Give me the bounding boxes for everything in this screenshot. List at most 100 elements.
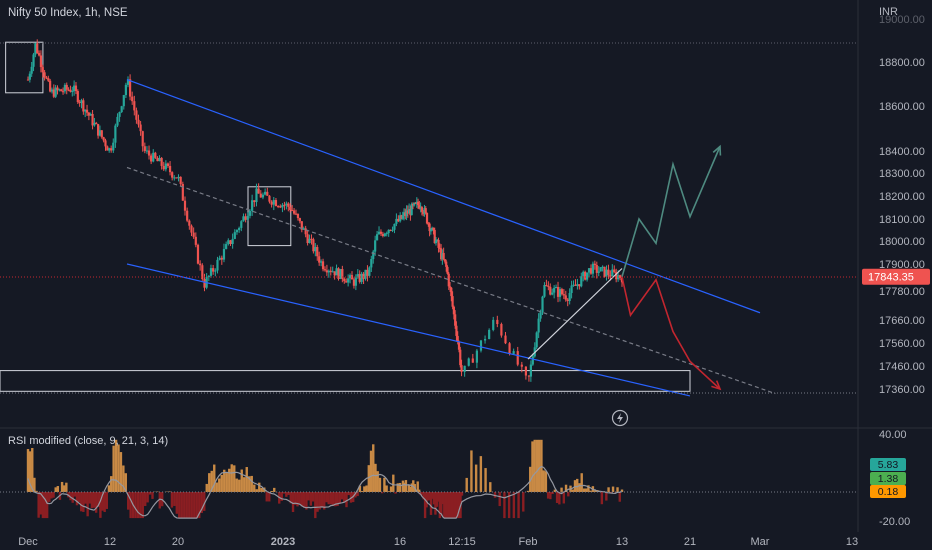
candle — [527, 375, 531, 377]
candle — [69, 89, 72, 92]
candle — [508, 343, 511, 354]
candle — [316, 247, 319, 257]
candle — [427, 223, 430, 225]
candle — [437, 239, 440, 248]
candle — [613, 269, 616, 273]
candle — [164, 163, 167, 170]
rsi-pane[interactable] — [26, 439, 624, 519]
candle — [32, 54, 35, 67]
candle — [246, 215, 249, 220]
candle — [587, 268, 591, 273]
candle — [358, 274, 361, 282]
candle — [479, 340, 483, 351]
candle — [248, 210, 252, 216]
candle — [52, 89, 55, 97]
candle — [348, 275, 352, 279]
candle — [372, 251, 375, 260]
candle — [43, 72, 46, 78]
candle — [61, 91, 65, 93]
y-tick-label: 17360.00 — [879, 384, 925, 396]
candle — [414, 202, 417, 204]
candle — [531, 356, 534, 365]
support-zone[interactable] — [0, 370, 691, 392]
candle — [362, 273, 365, 279]
candle — [116, 116, 119, 126]
channel-lower[interactable] — [126, 263, 691, 397]
projection-bear[interactable] — [621, 276, 721, 390]
candle — [302, 228, 305, 230]
candle — [488, 329, 491, 340]
candle — [108, 148, 111, 151]
candle — [553, 287, 556, 293]
candle — [343, 278, 346, 282]
channel-mid[interactable] — [126, 166, 776, 395]
candle — [451, 296, 454, 307]
candle — [337, 268, 340, 279]
candle — [447, 273, 450, 287]
x-tick-label: 2023 — [271, 536, 295, 548]
candle — [607, 269, 610, 275]
y-tick-label: 17460.00 — [879, 361, 925, 373]
candle — [28, 73, 31, 80]
candle — [98, 130, 102, 136]
candle — [609, 274, 612, 277]
candle — [586, 272, 589, 280]
candle — [564, 295, 567, 300]
lightning-icon[interactable] — [611, 409, 629, 427]
candle — [456, 335, 459, 342]
candle — [285, 203, 288, 206]
candle — [347, 278, 350, 283]
y-tick-label: 18300.00 — [879, 168, 925, 180]
x-tick-label: 13 — [616, 536, 628, 548]
channel-upper[interactable] — [126, 79, 761, 314]
x-tick-label: Dec — [18, 536, 38, 548]
candle — [354, 277, 357, 286]
candle — [166, 163, 170, 166]
rsi-value-badge — [870, 472, 906, 485]
candle — [268, 195, 271, 202]
candle — [104, 140, 107, 147]
candle — [214, 270, 217, 272]
candle — [436, 239, 439, 241]
candle — [547, 285, 550, 287]
candle — [368, 267, 371, 276]
y-tick-label: 17560.00 — [879, 338, 925, 350]
candle — [535, 332, 538, 348]
candle — [177, 176, 180, 179]
candle — [162, 165, 165, 170]
candle — [84, 109, 87, 112]
candle — [445, 261, 448, 267]
candle — [233, 232, 236, 239]
candle — [438, 247, 441, 249]
candle — [541, 296, 544, 313]
last-price-label: 17843.35 — [868, 272, 914, 284]
candle — [432, 227, 435, 230]
candle — [251, 200, 254, 211]
rising-support[interactable] — [527, 268, 623, 360]
candle — [543, 285, 546, 297]
candle — [463, 365, 466, 372]
candle — [595, 265, 598, 273]
candle — [287, 203, 290, 207]
candle — [82, 100, 85, 112]
candle — [128, 79, 132, 97]
candle — [266, 191, 269, 196]
chart-title: Nifty 50 Index, 1h, NSE — [8, 7, 128, 19]
candle — [618, 275, 622, 278]
y-tick-label: 17780.00 — [879, 286, 925, 298]
candle — [175, 177, 178, 179]
candle — [352, 279, 356, 286]
candle — [154, 152, 157, 158]
price-pane[interactable] — [0, 39, 776, 397]
candle — [235, 230, 239, 233]
candle — [370, 259, 373, 268]
candle — [73, 85, 76, 92]
candle — [274, 200, 278, 206]
projection-bull[interactable] — [621, 146, 721, 278]
candle — [171, 172, 174, 178]
rsi-signal-line — [27, 465, 623, 519]
candle — [45, 77, 48, 79]
candle — [76, 91, 79, 103]
candle — [429, 230, 432, 232]
